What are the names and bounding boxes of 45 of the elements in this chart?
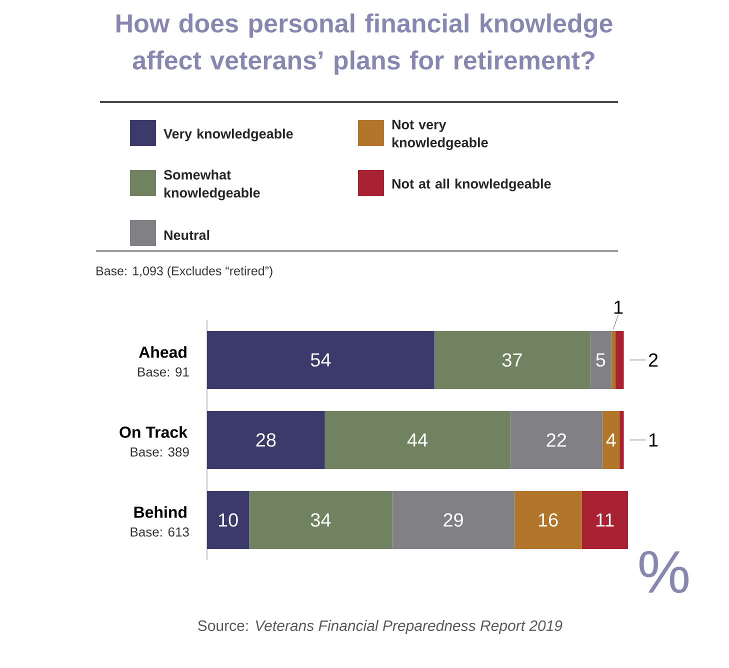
data-label: 4 [606,433,616,447]
bar [615,330,624,389]
data-label: 10 [218,513,238,527]
data-label: 34 [310,513,331,527]
data-label: 28 [256,433,276,447]
data-label: 44 [407,433,428,447]
y-tick-label: Ahead [138,346,186,358]
legend-label: Not very knowledgeable [392,120,488,150]
bar [590,330,612,389]
data-label: 1 [649,433,658,447]
bar [582,490,628,549]
text: % [639,551,689,593]
data-label: 37 [502,353,522,367]
legend-label: Neutral [164,230,210,240]
bar [510,410,603,469]
source-note: Source: Veterans Financial Preparedness Report 2019 [198,620,562,634]
text: Base: 389 [130,447,189,457]
bar [514,490,582,549]
legend-label: Very knowledgeable [164,128,293,142]
bar [620,410,624,469]
bar [611,330,616,389]
data-label: 5 [596,353,606,367]
data-label: 54 [310,353,331,367]
text: Base: 613 [130,527,189,537]
bar [324,410,510,469]
bar [207,410,325,469]
bar [249,490,392,549]
data-label: 11 [596,513,614,527]
bar [207,490,250,549]
bar [434,330,590,389]
data-label: 22 [546,433,566,447]
data-label: 2 [648,353,658,367]
bar [207,330,434,389]
text: Base: 1,093 (Excludes “retired”) [96,266,272,278]
text: Base: 91 [138,367,189,377]
y-tick-label: Behind [134,506,186,518]
bar [392,490,514,549]
data-label: 1 [614,300,623,314]
legend-label: Somewhat knowledgeable [164,170,260,200]
y-tick-label: On Track [120,426,188,438]
chart-title: How does personal financial knowledge affect veterans’ plans for retirement? [116,14,612,75]
data-label: 16 [538,513,558,527]
data-label: 29 [444,513,463,527]
bar [602,410,620,469]
legend-label: Not at all knowledgeable [392,178,551,192]
